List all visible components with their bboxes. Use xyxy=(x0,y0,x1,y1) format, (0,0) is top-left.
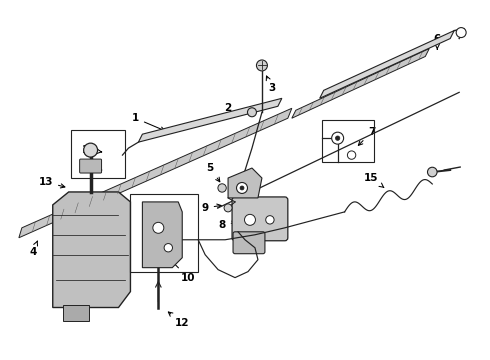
Polygon shape xyxy=(292,49,429,118)
Circle shape xyxy=(256,60,268,71)
Text: 2: 2 xyxy=(224,103,246,114)
Text: 12: 12 xyxy=(169,312,190,328)
Circle shape xyxy=(247,108,256,117)
Circle shape xyxy=(266,216,274,224)
Bar xyxy=(322,120,373,162)
Polygon shape xyxy=(138,98,282,142)
Text: 1: 1 xyxy=(132,113,165,131)
Text: 9: 9 xyxy=(201,203,221,213)
Text: 6: 6 xyxy=(434,33,441,49)
Bar xyxy=(130,194,198,272)
Text: 5: 5 xyxy=(206,163,220,182)
Text: 7: 7 xyxy=(358,127,375,145)
Circle shape xyxy=(427,167,437,177)
FancyBboxPatch shape xyxy=(232,197,288,241)
Polygon shape xyxy=(19,108,292,238)
Circle shape xyxy=(456,28,466,37)
Text: 13: 13 xyxy=(39,177,65,188)
Text: 3: 3 xyxy=(266,76,275,93)
Polygon shape xyxy=(319,31,454,98)
Text: 8: 8 xyxy=(219,220,236,230)
Circle shape xyxy=(336,136,340,140)
Polygon shape xyxy=(228,168,262,198)
FancyBboxPatch shape xyxy=(233,232,265,254)
Text: 10: 10 xyxy=(171,261,196,283)
Text: 14: 14 xyxy=(81,165,102,175)
Polygon shape xyxy=(143,202,182,268)
Polygon shape xyxy=(53,192,130,307)
Circle shape xyxy=(218,184,226,192)
Circle shape xyxy=(332,132,343,144)
Polygon shape xyxy=(63,305,89,321)
FancyBboxPatch shape xyxy=(80,159,101,173)
Bar xyxy=(71,130,125,178)
Circle shape xyxy=(224,204,232,212)
Circle shape xyxy=(237,183,247,193)
Circle shape xyxy=(164,244,172,252)
Circle shape xyxy=(84,143,98,157)
Circle shape xyxy=(240,186,244,190)
Text: 4: 4 xyxy=(29,241,38,257)
Circle shape xyxy=(153,222,164,233)
Circle shape xyxy=(347,151,356,159)
Circle shape xyxy=(245,214,255,225)
Text: 15: 15 xyxy=(364,173,384,188)
Text: 11: 11 xyxy=(81,145,102,155)
